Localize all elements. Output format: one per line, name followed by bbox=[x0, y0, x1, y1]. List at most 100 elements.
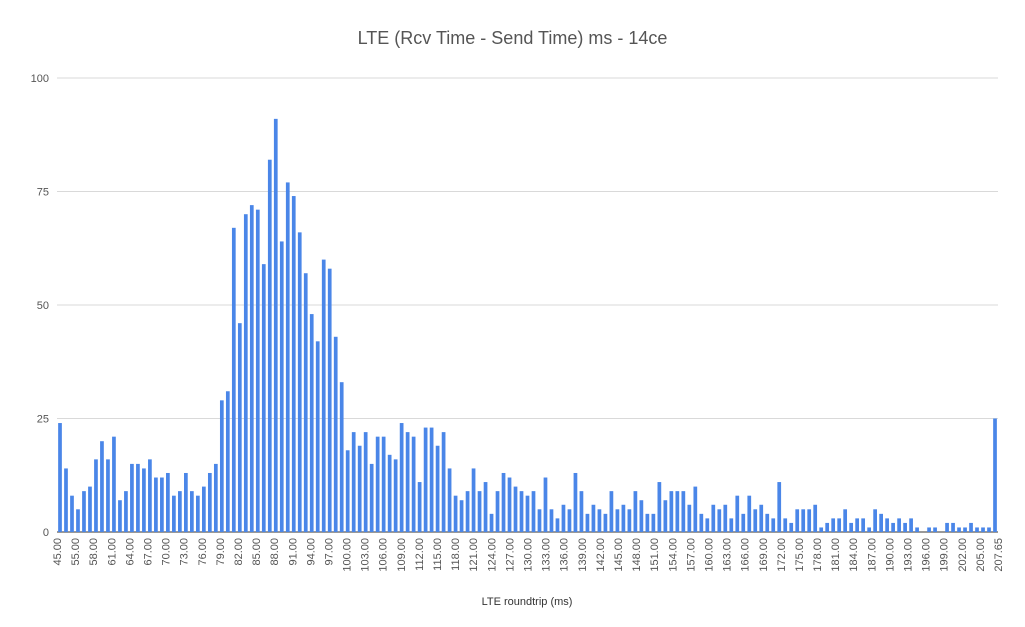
bar bbox=[130, 463, 134, 532]
x-tick-label: 67.00 bbox=[142, 538, 154, 566]
bar bbox=[207, 472, 212, 532]
bar bbox=[843, 509, 848, 532]
bar bbox=[945, 522, 949, 532]
bar bbox=[76, 509, 80, 532]
bar bbox=[285, 182, 290, 533]
bar bbox=[897, 518, 901, 532]
bar bbox=[669, 491, 674, 532]
x-tick-label: 193.00 bbox=[903, 538, 915, 572]
bar bbox=[94, 459, 98, 532]
x-tick-label: 202.00 bbox=[957, 538, 969, 572]
x-tick-label: 124.00 bbox=[486, 538, 498, 572]
bar bbox=[231, 227, 236, 532]
bar bbox=[633, 491, 638, 532]
x-tick-labels: 45.00 55.00 58.00 61.00 64.00 67.00 70.00 73.00… bbox=[52, 538, 1005, 572]
bar bbox=[651, 513, 656, 532]
bar bbox=[627, 509, 632, 532]
x-tick-label: 64.00 bbox=[124, 538, 136, 566]
x-tick-label: 106.00 bbox=[378, 538, 390, 572]
bar bbox=[873, 509, 877, 532]
x-tick-label: 109.00 bbox=[396, 538, 408, 572]
bar bbox=[981, 527, 985, 532]
bar bbox=[291, 196, 296, 533]
bar bbox=[184, 472, 188, 532]
bar bbox=[891, 522, 895, 532]
bar bbox=[64, 468, 68, 532]
bar bbox=[513, 486, 518, 532]
bar bbox=[639, 500, 644, 532]
bar bbox=[345, 450, 350, 532]
bar bbox=[333, 336, 338, 532]
bar bbox=[795, 509, 800, 532]
x-tick-label: 172.00 bbox=[776, 538, 788, 572]
bar bbox=[771, 518, 776, 532]
x-tick-label: 181.00 bbox=[830, 538, 842, 572]
bar bbox=[807, 509, 812, 532]
y-tick-label: 25 bbox=[37, 414, 49, 426]
bar bbox=[411, 436, 416, 532]
bar bbox=[142, 468, 146, 532]
bar bbox=[106, 459, 110, 532]
y-tick-label: 100 bbox=[31, 73, 49, 85]
bar bbox=[351, 432, 356, 532]
bar bbox=[741, 513, 746, 532]
bar bbox=[723, 504, 728, 532]
bar bbox=[615, 509, 620, 532]
x-tick-label: 45.00 bbox=[52, 538, 64, 566]
bar bbox=[573, 472, 578, 532]
bar bbox=[273, 118, 278, 533]
bar bbox=[70, 495, 74, 532]
bar bbox=[591, 504, 596, 532]
x-tick-label: 100.00 bbox=[342, 538, 354, 572]
bar bbox=[687, 504, 692, 532]
bar bbox=[213, 463, 218, 532]
bar bbox=[855, 518, 860, 532]
bar bbox=[393, 459, 398, 532]
x-tick-label: 79.00 bbox=[215, 538, 227, 566]
x-tick-label: 154.00 bbox=[667, 538, 679, 572]
bar bbox=[975, 527, 979, 532]
bar bbox=[255, 209, 260, 532]
bar bbox=[603, 513, 608, 532]
bar bbox=[645, 513, 650, 532]
x-tick-label: 103.00 bbox=[360, 538, 372, 572]
bar bbox=[267, 159, 272, 532]
x-tick-label: 97.00 bbox=[323, 538, 335, 566]
bar bbox=[447, 468, 452, 532]
bar bbox=[915, 527, 919, 532]
x-tick-label: 55.00 bbox=[70, 538, 82, 566]
bar bbox=[597, 509, 602, 532]
bar bbox=[693, 486, 698, 532]
bar bbox=[279, 241, 284, 532]
bar bbox=[178, 491, 182, 532]
x-tick-label: 70.00 bbox=[161, 538, 173, 566]
bar bbox=[88, 486, 92, 532]
bar bbox=[777, 482, 782, 532]
bar bbox=[243, 214, 248, 532]
bar bbox=[363, 432, 368, 532]
bar bbox=[297, 232, 302, 533]
bar bbox=[735, 495, 740, 532]
x-tick-label: 88.00 bbox=[269, 538, 281, 566]
bar bbox=[477, 491, 482, 532]
bar bbox=[909, 518, 913, 532]
bar bbox=[124, 491, 128, 532]
x-tick-label: 169.00 bbox=[758, 538, 770, 572]
bar bbox=[357, 445, 362, 532]
bar bbox=[58, 423, 62, 532]
bar bbox=[435, 445, 440, 532]
bar bbox=[957, 527, 961, 532]
bar bbox=[675, 491, 680, 532]
bar bbox=[951, 522, 955, 532]
x-tick-label: 91.00 bbox=[287, 538, 299, 566]
bar bbox=[621, 504, 626, 532]
bar bbox=[531, 491, 536, 532]
bar bbox=[309, 314, 314, 532]
bar bbox=[813, 504, 818, 532]
bar bbox=[166, 472, 170, 532]
x-tick-label: 61.00 bbox=[106, 538, 118, 566]
x-tick-label: 157.00 bbox=[685, 538, 697, 572]
x-tick-label: 94.00 bbox=[305, 538, 317, 566]
bar bbox=[321, 259, 326, 532]
bar bbox=[249, 205, 254, 532]
